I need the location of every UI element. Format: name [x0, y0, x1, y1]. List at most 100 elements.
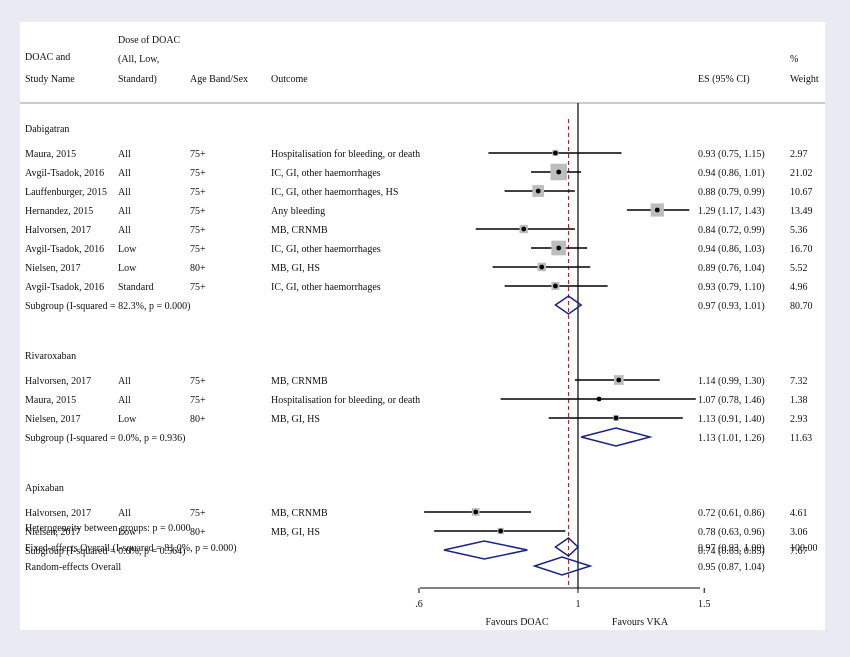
header-dose-line2: (All, Low,	[118, 54, 159, 65]
dose-cell: All	[118, 395, 131, 406]
dose-cell: Low	[118, 244, 137, 255]
outcome-cell: MB, GI, HS	[271, 414, 320, 425]
study-row: Avgil-Tsadok, 2016 Standard 75+ IC, GI, oth…	[25, 281, 808, 293]
study-row: Maura, 2015 All 75+ Hospitalisation for ble…	[25, 149, 808, 160]
study-name: Avgil-Tsadok, 2016	[25, 282, 104, 293]
study-row: Avgil-Tsadok, 2016 All 75+ IC, GI, other ha…	[25, 163, 813, 181]
es-ci-cell: 0.94 (0.86, 1.03)	[698, 244, 765, 255]
dose-cell: All	[118, 225, 131, 236]
study-row: Nielsen, 2017 Low 80+ MB, GI, HS 0.89 (0.76,…	[25, 262, 808, 274]
random-overall-label: Random-effects Overall	[25, 562, 121, 573]
subgroup-diamond	[580, 427, 653, 447]
study-row: Halvorsen, 2017 All 75+ MB, CRNMB 1.14 (0.99…	[25, 375, 808, 387]
study-name: Hernandez, 2015	[25, 206, 93, 217]
subgroup-row: Subgroup (I-squared = 0.0%, p = 0.936) 1.…	[25, 427, 812, 447]
es-ci-cell: 0.93 (0.79, 1.10)	[698, 282, 765, 293]
fixed-overall-label: Fixed-effects Overall (I-squared = 81.0%…	[25, 543, 237, 554]
study-name: Nielsen, 2017	[25, 414, 81, 425]
age-cell: 75+	[190, 508, 206, 519]
study-row: Maura, 2015 All 75+ Hospitalisation for ble…	[25, 395, 808, 406]
study-name: Maura, 2015	[25, 149, 76, 160]
header-dose-line3: Standard)	[118, 74, 157, 85]
age-cell: 80+	[190, 414, 206, 425]
outcome-cell: MB, GI, HS	[271, 527, 320, 538]
es-ci-cell: 0.93 (0.75, 1.15)	[698, 149, 765, 160]
subgroup-diamond	[554, 295, 583, 315]
study-name: Avgil-Tsadok, 2016	[25, 244, 104, 255]
outcome-cell: MB, CRNMB	[271, 508, 328, 519]
point-estimate	[535, 188, 541, 194]
header-study-line1: DOAC and	[25, 52, 70, 63]
subgroup-row: Subgroup (I-squared = 0.0%, p = 0.564) 0.…	[25, 540, 808, 560]
point-estimate	[596, 396, 602, 402]
point-estimate	[556, 245, 562, 251]
study-name: Halvorsen, 2017	[25, 508, 91, 519]
point-estimate	[553, 283, 558, 289]
age-cell: 80+	[190, 527, 206, 538]
dose-cell: Standard	[118, 282, 154, 293]
subgroup-row: Subgroup (I-squared = 82.3%, p = 0.000) 0…	[25, 295, 813, 315]
study-row: Nielsen, 2017 Low 80+ MB, GI, HS 0.78 (0.63,…	[25, 527, 808, 538]
outcome-cell: MB, GI, HS	[271, 263, 320, 274]
weight-cell: 4.61	[790, 508, 808, 519]
weight-cell: 16.70	[790, 244, 813, 255]
point-estimate	[498, 528, 504, 534]
header-weight-line2: Weight	[790, 74, 819, 85]
fixed-overall-row: Fixed-effects Overall (I-squared = 81.0%…	[25, 537, 818, 557]
dose-cell: Low	[118, 414, 137, 425]
group-title: Apixaban	[25, 483, 64, 494]
weight-cell: 13.49	[790, 206, 813, 217]
age-cell: 75+	[190, 187, 206, 198]
weight-cell: 5.52	[790, 263, 808, 274]
weight-cell: 21.02	[790, 168, 813, 179]
age-cell: 75+	[190, 149, 206, 160]
age-cell: 80+	[190, 263, 206, 274]
weight-cell: 2.93	[790, 414, 808, 425]
group-title: Rivaroxaban	[25, 351, 76, 362]
study-name: Halvorsen, 2017	[25, 225, 91, 236]
es-ci-cell: 1.14 (0.99, 1.30)	[698, 376, 765, 387]
subgroup-weight: 11.63	[790, 433, 812, 444]
outcome-cell: IC, GI, other haemorrhages	[271, 168, 381, 179]
x-axis: .6 1 1.5 Favours DOAC Favours VKA	[415, 587, 710, 628]
header-study-line2: Study Name	[25, 74, 75, 85]
group-title: Dabigatran	[25, 124, 69, 135]
dose-cell: All	[118, 168, 131, 179]
study-row: Halvorsen, 2017 All 75+ MB, CRNMB 0.84 (0.72…	[25, 224, 808, 236]
age-cell: 75+	[190, 168, 206, 179]
point-estimate	[616, 377, 622, 383]
outcome-cell: MB, CRNMB	[271, 376, 328, 387]
subgroup-weight: 80.70	[790, 301, 813, 312]
fixed-overall-weight: 100.00	[790, 543, 818, 554]
outcome-cell: MB, CRNMB	[271, 225, 328, 236]
random-overall-es-ci: 0.95 (0.87, 1.04)	[698, 562, 765, 573]
weight-cell: 2.97	[790, 149, 808, 160]
dose-cell: Low	[118, 527, 137, 538]
weight-cell: 10.67	[790, 187, 813, 198]
study-row: Avgil-Tsadok, 2016 Low 75+ IC, GI, other ha…	[25, 240, 813, 256]
point-estimate	[556, 169, 562, 175]
age-cell: 75+	[190, 376, 206, 387]
study-name: Halvorsen, 2017	[25, 376, 91, 387]
subgroup-es-ci: 0.74 (0.65, 0.85)	[698, 546, 765, 557]
weight-cell: 1.38	[790, 395, 808, 406]
header-weight-line1: %	[790, 54, 798, 65]
subgroup-label: Subgroup (I-squared = 0.0%, p = 0.564)	[25, 546, 185, 557]
es-ci-cell: 0.72 (0.61, 0.86)	[698, 508, 765, 519]
study-row: Hernandez, 2015 All 75+ Any bleeding 1.29 (1…	[25, 203, 813, 217]
es-ci-cell: 1.07 (0.78, 1.46)	[698, 395, 765, 406]
favours-doac-label: Favours DOAC	[485, 617, 548, 628]
subgroup-label: Subgroup (I-squared = 82.3%, p = 0.000)	[25, 301, 190, 312]
header-es: ES (95% CI)	[698, 74, 750, 85]
header-dose-line1: Dose of DOAC	[118, 35, 181, 46]
age-cell: 75+	[190, 244, 206, 255]
age-cell: 75+	[190, 225, 206, 236]
subgroup-es-ci: 0.97 (0.93, 1.01)	[698, 301, 765, 312]
outcome-cell: IC, GI, other haemorrhages	[271, 244, 381, 255]
weight-cell: 7.32	[790, 376, 808, 387]
point-estimate	[539, 264, 545, 270]
age-cell: 75+	[190, 282, 206, 293]
es-ci-cell: 0.78 (0.63, 0.96)	[698, 527, 765, 538]
study-name: Nielsen, 2017	[25, 263, 81, 274]
favours-vka-label: Favours VKA	[612, 617, 669, 628]
